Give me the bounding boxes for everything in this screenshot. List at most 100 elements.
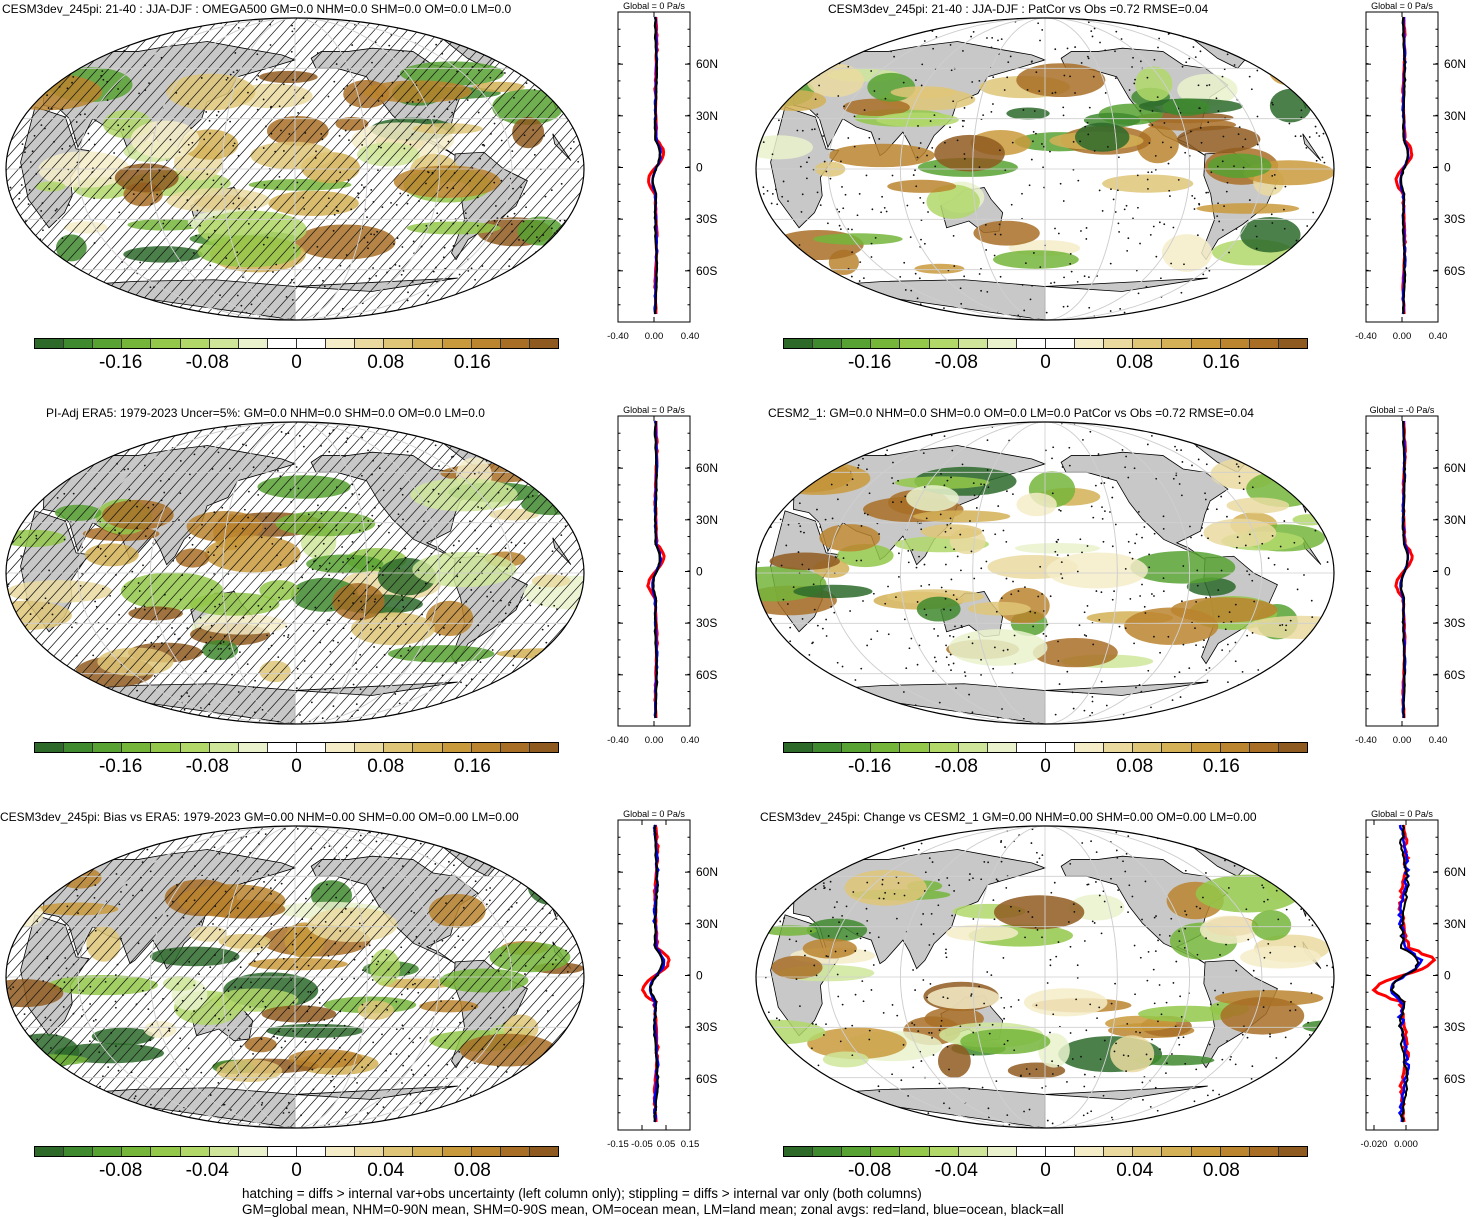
zonal-mean-plot: Global = 0 Pa/s 60N 30N 0 30S 60S -0.020 0.000: [1361, 809, 1466, 1150]
zonal-lat-label: 60S: [696, 1072, 717, 1086]
zonal-mean-plot: Global = 0 Pa/s 60N 30N 0 30S 60S -0.40 0.00 0.4…: [1355, 1, 1466, 342]
colorbar-swatch: [355, 1147, 385, 1156]
zonal-lat-label: 30N: [696, 513, 718, 527]
colorbar-swatch: [326, 743, 356, 752]
colorbar-tick-label: -0.16: [847, 352, 892, 373]
footer-note-hatching: hatching = diffs > internal var+obs unce…: [242, 1186, 922, 1201]
zonal-x-label: 0.15: [681, 1139, 700, 1150]
colorbar-swatch: [900, 339, 930, 348]
map-title: CESM2_1: GM=0.0 NHM=0.0 SHM=0.0 OM=0.0 L…: [768, 406, 1254, 420]
colorbar-swatch: [267, 743, 297, 752]
colorbar-tick-label: 0.08: [367, 756, 405, 777]
colorbar-swatch: [1016, 339, 1046, 348]
colorbar-labels: -0.16 -0.08 0 0.08 0.16: [783, 756, 1308, 780]
zonal-mean-plot: Global = 0 Pa/s 60N 30N 0 30S 60S -0.40 0.00 0.4…: [607, 1, 718, 342]
zonal-lat-label: 60N: [1444, 57, 1466, 71]
colorbar-swatch: [442, 1147, 472, 1156]
colorbar-tick-label: 0.16: [1202, 756, 1240, 777]
colorbar-swatch: [842, 1147, 872, 1156]
colorbar-swatch: [871, 339, 901, 348]
colorbar-tick-label: 0: [1040, 352, 1051, 373]
zonal-header: Global = 0 Pa/s: [1371, 809, 1433, 819]
colorbar-swatch: [842, 339, 872, 348]
colorbar-tick-label: 0.08: [1116, 756, 1154, 777]
colorbar-swatch: [151, 743, 181, 752]
zonal-lat-label: 30S: [1444, 212, 1465, 226]
colorbar-swatch: [813, 743, 843, 752]
colorbar-swatch: [1162, 339, 1192, 348]
colorbar-swatch: [929, 1147, 959, 1156]
colorbar-swatch: [1249, 1147, 1279, 1156]
zonal-lat-label: 0: [1444, 565, 1451, 579]
zonal-lat-label: 60N: [696, 57, 718, 71]
zonal-lat-label: 30N: [696, 109, 718, 123]
colorbar-swatch: [1104, 1147, 1134, 1156]
zonal-lat-label: 30S: [1444, 1020, 1465, 1034]
colorbar-swatch: [987, 339, 1017, 348]
colorbar-tick-label: 0: [291, 352, 302, 373]
colorbar-swatch: [1104, 339, 1134, 348]
zonal-lat-label: 60N: [696, 461, 718, 475]
colorbar-tick-label: -0.08: [185, 352, 229, 373]
world-map: [5, 825, 585, 1129]
colorbar-swatch: [784, 339, 814, 348]
zonal-lat-label: 0: [1444, 969, 1451, 983]
colorbar-swatch: [413, 1147, 443, 1156]
colorbar: [783, 742, 1308, 753]
colorbar-swatch: [384, 1147, 414, 1156]
colorbar-swatch: [355, 339, 385, 348]
zonal-x-label: -0.40: [607, 735, 629, 746]
zonal-lat-label: 0: [1444, 161, 1451, 175]
zonal-header: Global = 0 Pa/s: [1371, 1, 1433, 11]
world-map: [755, 17, 1335, 321]
zonal-curve: [1371, 825, 1437, 1123]
colorbar-tick-label: -0.16: [98, 352, 143, 373]
panel-top-right: CESM3dev_245pi: 21-40 : JJA-DJF : PatCor…: [748, 0, 1483, 380]
colorbar-swatch: [151, 1147, 181, 1156]
zonal-x-label: -0.40: [1355, 735, 1377, 746]
colorbar-swatch: [1191, 339, 1221, 348]
colorbar-swatch: [296, 1147, 327, 1156]
zonal-lat-label: 30N: [1444, 109, 1466, 123]
colorbar-swatch: [471, 743, 501, 752]
colorbar-swatch: [122, 1147, 152, 1156]
colorbar-swatch: [238, 339, 268, 348]
colorbar-swatch: [93, 339, 123, 348]
zonal-header: Global = 0 Pa/s: [623, 405, 685, 415]
zonal-header: Global = -0 Pa/s: [1370, 405, 1435, 415]
colorbar-swatch: [151, 339, 181, 348]
colorbar-swatch: [529, 1147, 558, 1156]
world-map: [5, 17, 585, 321]
zonal-x-label: 0.00: [1393, 331, 1412, 342]
colorbar-swatch: [900, 1147, 930, 1156]
colorbar-swatch: [1133, 1147, 1163, 1156]
zonal-lat-label: 60S: [1444, 1072, 1465, 1086]
colorbar-swatch: [1045, 1147, 1076, 1156]
colorbar-swatch: [958, 1147, 988, 1156]
colorbar-swatch: [784, 1147, 814, 1156]
colorbar-tick-label: 0.08: [367, 352, 405, 373]
zonal-lat-label: 60S: [696, 668, 717, 682]
colorbar-swatch: [1045, 339, 1076, 348]
zonal-lat-label: 60S: [1444, 668, 1465, 682]
zonal-x-label: -0.40: [607, 331, 629, 342]
colorbar-tick-label: -0.16: [98, 756, 143, 777]
colorbar-swatch: [442, 339, 472, 348]
zonal-lat-label: 30S: [1444, 616, 1465, 630]
colorbar-swatch: [842, 743, 872, 752]
zonal-curve: [651, 16, 661, 315]
colorbar-swatch: [1220, 339, 1250, 348]
zonal-x-label: -0.05: [631, 1139, 653, 1150]
colorbar-swatch: [958, 339, 988, 348]
colorbar-swatch: [413, 743, 443, 752]
map-title: CESM3dev_245pi: Bias vs ERA5: 1979-2023 …: [0, 810, 519, 824]
zonal-lat-label: 30S: [696, 616, 717, 630]
colorbar-swatch: [1278, 1147, 1307, 1156]
colorbar-swatch: [1220, 1147, 1250, 1156]
zonal-x-label: -0.020: [1361, 1139, 1388, 1150]
zonal-lat-label: 60N: [1444, 865, 1466, 879]
zonal-curve: [1390, 824, 1420, 1123]
world-map: [5, 421, 585, 725]
colorbar-swatch: [64, 339, 94, 348]
colorbar-swatch: [1191, 1147, 1221, 1156]
